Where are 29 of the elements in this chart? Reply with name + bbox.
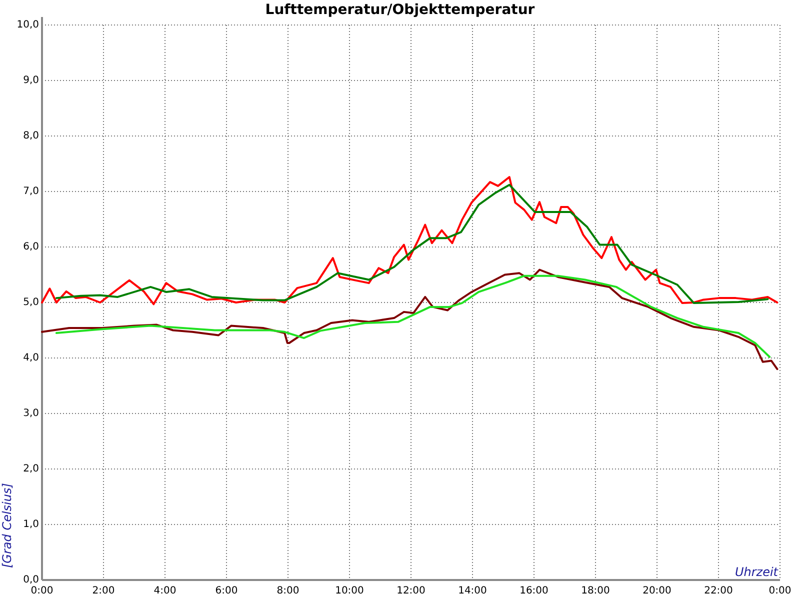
line-series (55, 274, 771, 358)
y-tick-label: 8,0 (23, 130, 39, 142)
y-tick-label: 7,0 (23, 186, 39, 198)
y-tick-label: 0,0 (23, 574, 39, 586)
x-tick-label: 18:00 (581, 586, 610, 597)
x-tick-label: 14:00 (458, 586, 487, 597)
y-tick-label: 1,0 (23, 519, 39, 530)
y-tick-label: 3,0 (23, 408, 39, 420)
x-tick-label: 20:00 (642, 586, 672, 597)
y-tick-label: 10,0 (16, 20, 39, 31)
x-tick-label: 2:00 (92, 586, 115, 597)
line-series (41, 268, 778, 370)
x-axis-title: Uhrzeit (734, 565, 780, 579)
x-tick-label: 0:00 (768, 586, 792, 597)
x-tick-label: 22:00 (704, 586, 733, 597)
x-tick-label: 12:00 (396, 586, 426, 597)
x-tick-label: 16:00 (520, 586, 548, 597)
y-tick-label: 4,0 (23, 352, 39, 364)
x-tick-label: 0:00 (30, 586, 54, 597)
y-tick-label: 5,0 (23, 297, 39, 308)
x-tick-label: 8:00 (276, 586, 300, 597)
y-tick-label: 6,0 (23, 242, 39, 253)
y-tick-label: 9,0 (23, 75, 39, 86)
chart-title: Lufttemperatur/Objekttemperatur (265, 2, 535, 18)
y-axis-title: [Grad Celsius] (0, 482, 14, 568)
y-tick-label: 2,0 (23, 464, 39, 475)
x-tick-label: 10:00 (335, 586, 364, 597)
x-tick-label: 4:00 (154, 586, 176, 597)
x-tick-label: 6:00 (215, 586, 238, 597)
